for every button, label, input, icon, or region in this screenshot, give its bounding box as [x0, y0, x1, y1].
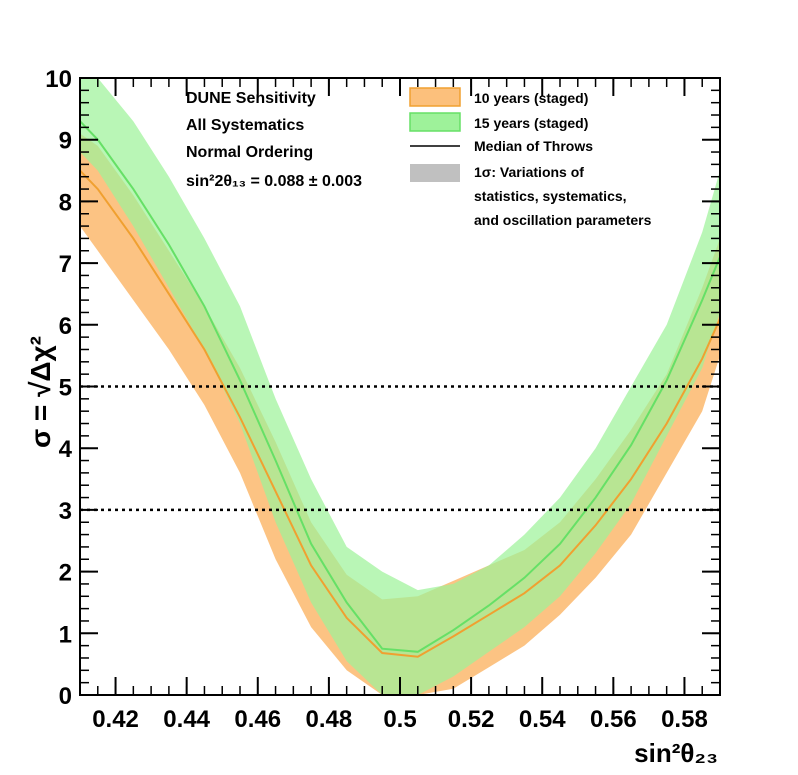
band-15yr: [80, 78, 720, 695]
legend-label-variation-1: 1σ: Variations of: [474, 164, 584, 180]
y-tick-label: 2: [59, 560, 72, 587]
legend-label-15yr: 15 years (staged): [474, 115, 588, 131]
legend-swatch-15yr: [409, 112, 461, 132]
y-axis-label: σ = √Δχ²: [25, 336, 56, 448]
x-tick-label: 0.46: [234, 706, 281, 733]
y-tick-label: 6: [59, 313, 72, 340]
chart-bands: [80, 78, 720, 695]
y-tick-label: 3: [59, 498, 72, 525]
reference-lines: [80, 385, 720, 512]
legend-label-variation-3: and oscillation parameters: [474, 212, 652, 228]
legend-swatch-10yr: [409, 87, 461, 107]
x-axis-label: sin²θ₂₃: [634, 738, 718, 768]
y-tick-label: 0: [59, 683, 72, 710]
y-tick-label: 7: [59, 251, 72, 278]
x-tick-label: 0.56: [590, 706, 637, 733]
annotation-systematics: All Systematics: [186, 117, 304, 134]
y-tick-label: 5: [59, 375, 72, 402]
legend-swatch-variation: [410, 164, 460, 182]
x-tick-label: 0.52: [448, 706, 495, 733]
x-tick-label: 0.58: [661, 706, 708, 733]
y-tick-label: 1: [59, 621, 72, 648]
y-tick-label: 10: [45, 66, 72, 93]
x-tick-labels: 0.42 0.44 0.46 0.48 0.5 0.52 0.54 0.56 0.58: [92, 706, 708, 733]
x-tick-label: 0.44: [163, 706, 210, 733]
legend: 10 years (staged) 15 years (staged) Medi…: [409, 87, 652, 228]
annotation-title: DUNE Sensitivity: [186, 90, 316, 107]
x-tick-label: 0.48: [306, 706, 353, 733]
chart-medians: [79, 120, 721, 658]
median-line-10yr: [79, 169, 721, 658]
legend-label-variation-2: statistics, systematics,: [474, 188, 627, 204]
y-tick-labels: 0 1 2 3 4 5 6 7 8 9 10: [45, 66, 72, 710]
legend-label-median: Median of Throws: [474, 138, 593, 154]
legend-label-10yr: 10 years (staged): [474, 90, 588, 106]
y-tick-label: 9: [59, 128, 72, 155]
median-line-15yr: [79, 120, 721, 653]
x-tick-label: 0.5: [383, 706, 416, 733]
axis-ticks: [79, 77, 721, 696]
x-tick-label: 0.42: [92, 706, 139, 733]
annotation-theta13: sin²2θ₁₃ = 0.088 ± 0.003: [186, 173, 362, 190]
y-tick-label: 4: [59, 436, 73, 463]
annotation-ordering: Normal Ordering: [186, 144, 313, 161]
x-tick-label: 0.54: [519, 706, 566, 733]
y-tick-label: 8: [59, 189, 72, 216]
